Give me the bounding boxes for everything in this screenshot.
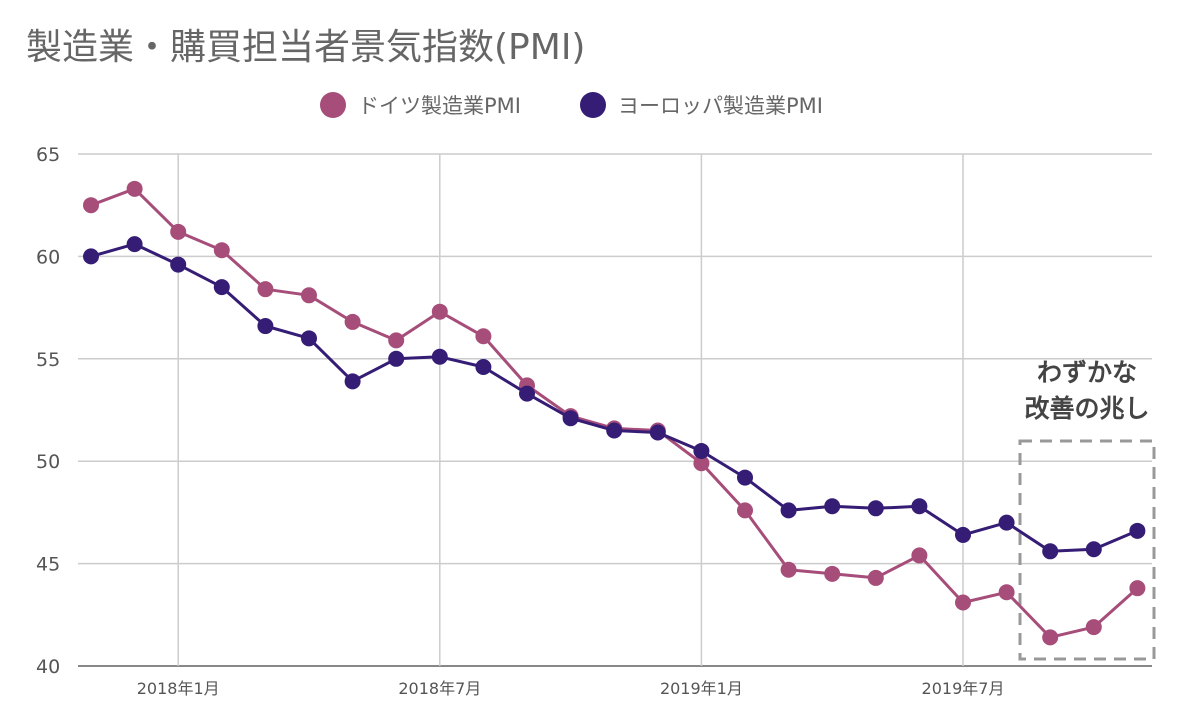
data-point bbox=[1042, 543, 1059, 560]
annotation-line-2: 改善の兆し bbox=[1024, 394, 1149, 423]
data-point bbox=[431, 348, 448, 365]
data-point bbox=[83, 197, 99, 214]
data-point bbox=[388, 350, 405, 367]
data-point bbox=[431, 303, 448, 320]
legend-marker-germany bbox=[320, 92, 346, 118]
series-line-1 bbox=[90, 242, 1138, 553]
data-point bbox=[562, 410, 579, 427]
chart-title: 製造業・購買担当者景気指数(PMI) bbox=[26, 27, 586, 68]
data-point bbox=[344, 373, 361, 390]
legend-label-germany: ドイツ製造業PMI bbox=[358, 94, 521, 118]
legend-label-europe: ヨーロッパ製造業PMI bbox=[618, 94, 823, 118]
data-point bbox=[126, 236, 143, 253]
data-point bbox=[519, 385, 535, 402]
x-tick-label: 2019年1月 bbox=[660, 679, 743, 698]
y-axis-ticks: 40 45 50 55 60 65 bbox=[36, 144, 60, 678]
data-point bbox=[301, 330, 317, 347]
data-point bbox=[955, 594, 971, 611]
legend-item-europe: ヨーロッパ製造業PMI bbox=[580, 88, 823, 122]
grid-lines bbox=[78, 153, 1152, 667]
legend-item-germany: ドイツ製造業PMI bbox=[320, 88, 521, 122]
data-point bbox=[1085, 541, 1102, 558]
x-axis-ticks: 2018年1月 2018年7月 2019年1月 2019年7月 bbox=[137, 679, 1005, 698]
data-point bbox=[693, 442, 710, 459]
data-point bbox=[911, 547, 928, 564]
data-point bbox=[170, 223, 187, 240]
data-point bbox=[606, 422, 623, 439]
legend-marker-europe bbox=[580, 92, 606, 118]
data-point bbox=[998, 584, 1015, 601]
data-point bbox=[301, 287, 317, 304]
data-point bbox=[824, 565, 841, 582]
data-point bbox=[213, 279, 230, 296]
data-point bbox=[126, 180, 143, 197]
y-tick-label: 40 bbox=[36, 656, 60, 678]
data-point bbox=[344, 313, 361, 330]
data-point bbox=[83, 248, 99, 265]
series-group bbox=[83, 180, 1146, 646]
data-point bbox=[693, 455, 710, 472]
data-point bbox=[867, 500, 884, 517]
data-point bbox=[1085, 619, 1102, 636]
legend: ドイツ製造業PMI ヨーロッパ製造業PMI bbox=[0, 88, 1182, 122]
data-point bbox=[475, 358, 492, 375]
data-point bbox=[998, 514, 1015, 531]
x-tick-label: 2018年1月 bbox=[137, 679, 220, 698]
annotation-dashed-box bbox=[1018, 439, 1156, 661]
data-point bbox=[737, 502, 753, 519]
annotation-line-1: わずかな bbox=[1037, 358, 1137, 387]
y-tick-label: 65 bbox=[36, 144, 60, 166]
data-point bbox=[213, 242, 230, 259]
y-tick-label: 55 bbox=[36, 349, 60, 371]
data-point bbox=[1129, 580, 1146, 597]
data-point bbox=[824, 498, 841, 515]
x-tick-label: 2019年7月 bbox=[922, 679, 1005, 698]
data-point bbox=[955, 526, 971, 543]
data-point bbox=[1042, 629, 1059, 646]
data-point bbox=[475, 328, 492, 345]
data-point bbox=[388, 332, 405, 349]
data-point bbox=[911, 498, 928, 515]
data-point bbox=[257, 318, 274, 335]
data-point bbox=[780, 502, 797, 519]
data-point bbox=[649, 424, 666, 441]
data-point bbox=[257, 281, 274, 298]
y-tick-label: 60 bbox=[36, 246, 60, 268]
x-tick-label: 2018年7月 bbox=[398, 679, 481, 698]
annotation-group: わずかな 改善の兆し bbox=[1018, 358, 1156, 661]
y-tick-label: 45 bbox=[36, 554, 60, 576]
data-point bbox=[170, 256, 187, 273]
data-point bbox=[737, 469, 753, 486]
data-point bbox=[780, 561, 797, 578]
data-point bbox=[1129, 522, 1146, 539]
y-tick-label: 50 bbox=[36, 451, 60, 473]
data-point bbox=[867, 569, 884, 586]
